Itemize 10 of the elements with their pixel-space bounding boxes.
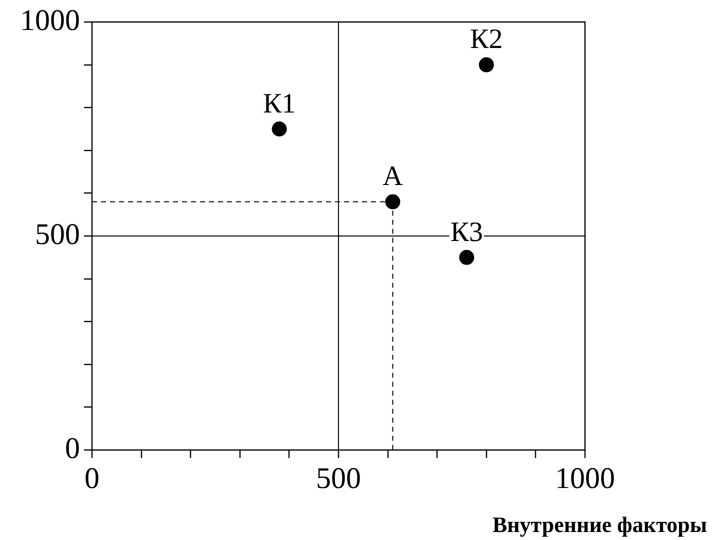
annotation: К2 (470, 24, 503, 56)
y-tick-label: 0 (65, 432, 80, 465)
annotation: А (382, 161, 404, 192)
y-tick-label: 500 (35, 218, 80, 251)
x-axis-title: Внутренние факторы (492, 512, 707, 537)
annotation: К3 (450, 216, 484, 248)
x-tick-label: 1000 (555, 462, 615, 495)
annotation: К1 (262, 88, 296, 120)
x-tick-label: 500 (316, 462, 361, 495)
y-tick-label: 1000 (20, 4, 80, 37)
